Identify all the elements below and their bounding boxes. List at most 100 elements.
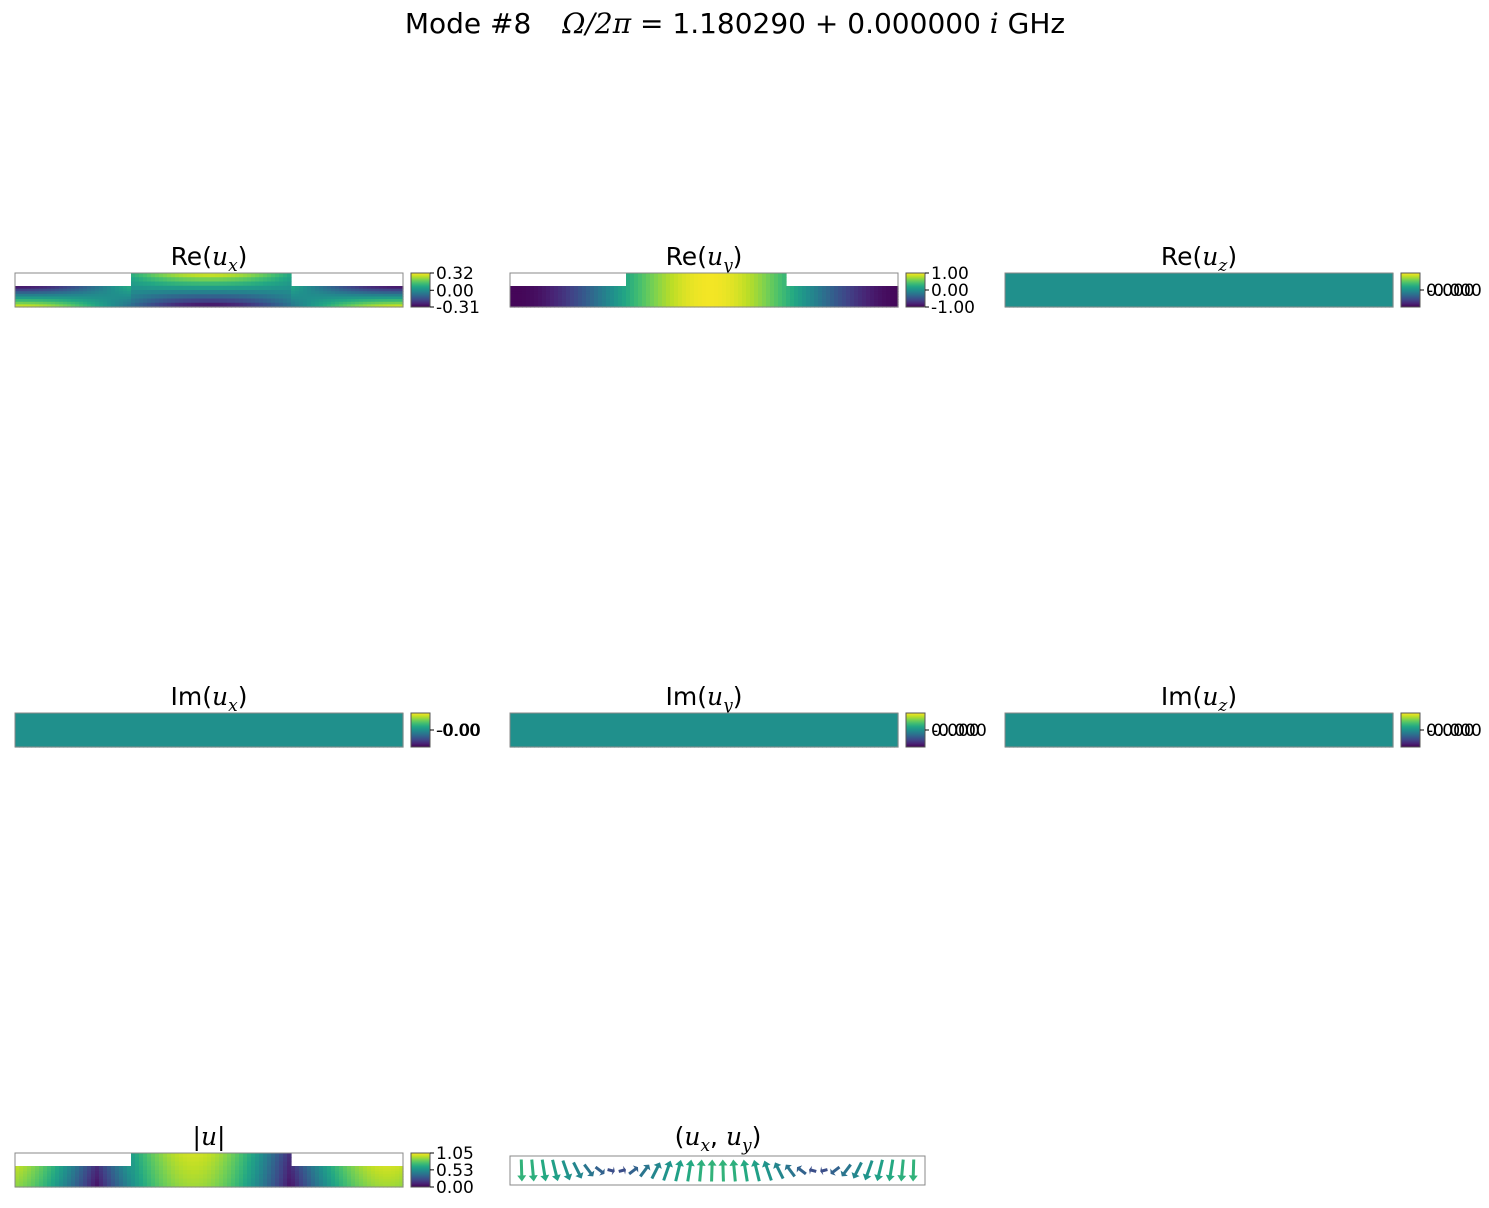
heatmap-cell [598,299,603,303]
heatmap-cell [51,304,56,308]
heatmap-cell [99,299,104,303]
heatmap-cell [1113,273,1118,308]
heatmap-cell [339,713,344,748]
heatmap-cell [778,273,783,278]
plot-frame [509,272,899,308]
heatmap-cell [23,293,28,298]
colorbar [905,712,926,748]
heatmap-cell [518,296,523,300]
heatmap-cell [31,1171,36,1175]
heatmap-cell [339,299,344,303]
heatmap-cell [247,294,252,300]
quiver-arrowhead [840,1170,848,1177]
heatmap-cell [546,288,551,292]
heatmap-cell [111,304,116,308]
heatmap-cell [335,301,340,305]
heatmap-cell [219,290,224,295]
heatmap-cell [99,1171,104,1175]
heatmap-cell [586,713,591,748]
heatmap-cell [99,304,104,308]
heatmap-cell [295,304,300,308]
quiver-arrow [865,1160,874,1177]
heatmap-cell [143,294,148,300]
heatmap-cell [678,713,683,748]
heatmap-cell [75,1179,80,1183]
heatmap-cell [251,290,256,295]
heatmap-cell [159,1182,164,1188]
heatmap-cell [518,301,523,305]
heatmap-cell [782,290,787,295]
heatmap-cell [275,1165,280,1171]
panel-im-uy: Im(uy)0.000-0.000 [509,682,987,748]
heatmap-cell [395,1168,400,1172]
heatmap-cell [27,293,32,298]
heatmap-cell [674,290,679,295]
heatmap-cell [770,713,775,748]
heatmap-cell [35,301,40,305]
heatmap-cell [71,1166,76,1170]
heatmap-cell [79,713,84,748]
heatmap-cell [167,298,172,304]
plot-frame [1004,712,1394,748]
colorbar-tick-label: -0.31 [436,298,480,318]
heatmap-cell [351,1179,356,1183]
heatmap-cell [183,298,188,304]
heatmap-cell [890,293,895,298]
heatmap-cell [179,1153,184,1158]
heatmap-cell [199,1153,204,1158]
heatmap-cell [123,296,128,300]
heatmap-cell [654,285,659,291]
heatmap-cell [199,1174,204,1180]
heatmap-cell [654,294,659,300]
heatmap-cell [335,304,340,308]
heatmap-cell [47,1179,52,1183]
heatmap-cell [355,299,360,303]
heatmap-cell [762,285,767,291]
heatmap-cell [530,296,535,300]
heatmap-cell [71,286,76,290]
heatmap-cell [534,286,539,290]
heatmap-cell [834,304,839,308]
heatmap-cell [518,304,523,308]
heatmap-cell [271,713,276,748]
heatmap-cell [1345,713,1350,748]
quiver-arrow [650,1165,660,1180]
heatmap-cell [191,1157,196,1163]
heatmap-cell [163,285,168,291]
heatmap-cell [127,296,132,300]
heatmap-cell [75,288,80,292]
heatmap-cell [610,304,615,308]
heatmap-cell [654,302,659,308]
heatmap-cell [762,273,767,278]
heatmap-cell [738,290,743,295]
heatmap-cell [75,293,80,298]
heatmap-cell [379,304,384,308]
heatmap-cell [235,285,240,291]
heatmap-cell [1049,713,1054,748]
heatmap-cell [399,1168,404,1172]
heatmap-cell [1237,713,1242,748]
heatmap-cell [355,1181,360,1185]
heatmap-cell [235,290,240,295]
heatmap-cell [119,301,124,305]
colorbar-tick-label: 0.000 [1426,721,1475,741]
heatmap-cell [754,302,759,308]
heatmap-cell [295,1171,300,1175]
heatmap-cell [163,1174,168,1180]
heatmap-cell [267,1153,272,1158]
heatmap-cell [343,713,348,748]
heatmap-cell [870,713,875,748]
heatmap-cell [255,1174,260,1180]
heatmap-cell [1381,713,1386,748]
heatmap-cell [610,713,615,748]
heatmap-cell [826,296,831,300]
heatmap-cell [79,1176,84,1180]
heatmap-cell [111,1181,116,1185]
heatmap-cell [1141,273,1146,308]
heatmap-cell [131,281,136,287]
heatmap-cell [211,1157,216,1163]
heatmap-cell [31,296,36,300]
heatmap-cell [327,1173,332,1178]
heatmap-cell [738,298,743,304]
heatmap-cell [598,301,603,305]
